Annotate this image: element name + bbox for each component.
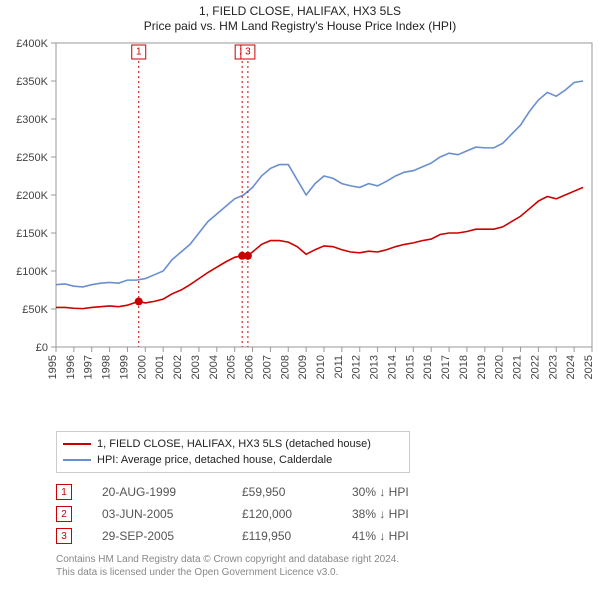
table-row: 1 20-AUG-1999 £59,950 30% ↓ HPI bbox=[56, 481, 590, 503]
svg-text:2017: 2017 bbox=[440, 355, 452, 379]
svg-text:2023: 2023 bbox=[547, 355, 559, 379]
svg-text:2002: 2002 bbox=[172, 355, 184, 379]
svg-text:1999: 1999 bbox=[118, 355, 130, 379]
svg-text:2007: 2007 bbox=[261, 355, 273, 379]
svg-text:£350K: £350K bbox=[16, 76, 48, 88]
svg-text:2013: 2013 bbox=[369, 355, 381, 379]
svg-text:2004: 2004 bbox=[208, 355, 220, 379]
tx-marker-1: 1 bbox=[56, 484, 72, 500]
svg-text:1996: 1996 bbox=[65, 355, 77, 379]
svg-text:2006: 2006 bbox=[244, 355, 256, 379]
svg-text:£300K: £300K bbox=[16, 114, 48, 126]
svg-text:2012: 2012 bbox=[351, 355, 363, 379]
svg-text:£200K: £200K bbox=[16, 190, 48, 202]
svg-text:£50K: £50K bbox=[22, 304, 48, 316]
svg-text:2000: 2000 bbox=[136, 355, 148, 379]
tx-marker-2: 2 bbox=[56, 506, 72, 522]
svg-text:£400K: £400K bbox=[16, 38, 48, 50]
legend: 1, FIELD CLOSE, HALIFAX, HX3 5LS (detach… bbox=[56, 431, 410, 473]
svg-text:2005: 2005 bbox=[226, 355, 238, 379]
svg-text:2015: 2015 bbox=[404, 355, 416, 379]
tx-date: 03-JUN-2005 bbox=[102, 507, 212, 521]
svg-text:2008: 2008 bbox=[279, 355, 291, 379]
svg-text:£150K: £150K bbox=[16, 228, 48, 240]
transaction-table: 1 20-AUG-1999 £59,950 30% ↓ HPI 2 03-JUN… bbox=[56, 481, 590, 547]
svg-text:£100K: £100K bbox=[16, 266, 48, 278]
svg-text:2021: 2021 bbox=[512, 355, 524, 379]
svg-text:2003: 2003 bbox=[190, 355, 202, 379]
tx-date: 20-AUG-1999 bbox=[102, 485, 212, 499]
chart-title: 1, FIELD CLOSE, HALIFAX, HX3 5LS bbox=[0, 4, 600, 18]
svg-text:2011: 2011 bbox=[333, 355, 345, 379]
svg-text:3: 3 bbox=[245, 47, 251, 58]
attribution: Contains HM Land Registry data © Crown c… bbox=[56, 553, 590, 579]
legend-swatch-blue bbox=[63, 459, 91, 461]
svg-text:1998: 1998 bbox=[101, 355, 113, 379]
svg-text:£250K: £250K bbox=[16, 152, 48, 164]
svg-text:£0: £0 bbox=[36, 342, 48, 354]
legend-item-blue: HPI: Average price, detached house, Cald… bbox=[63, 452, 403, 468]
attribution-line1: Contains HM Land Registry data © Crown c… bbox=[56, 553, 590, 566]
tx-delta: 38% ↓ HPI bbox=[352, 507, 409, 521]
svg-text:2001: 2001 bbox=[154, 355, 166, 379]
svg-text:2019: 2019 bbox=[476, 355, 488, 379]
legend-label-red: 1, FIELD CLOSE, HALIFAX, HX3 5LS (detach… bbox=[97, 438, 371, 450]
table-row: 3 29-SEP-2005 £119,950 41% ↓ HPI bbox=[56, 525, 590, 547]
svg-text:2010: 2010 bbox=[315, 355, 327, 379]
legend-item-red: 1, FIELD CLOSE, HALIFAX, HX3 5LS (detach… bbox=[63, 436, 403, 452]
svg-text:2018: 2018 bbox=[458, 355, 470, 379]
svg-text:1997: 1997 bbox=[83, 355, 95, 379]
chart-subtitle: Price paid vs. HM Land Registry's House … bbox=[0, 19, 600, 33]
tx-price: £119,950 bbox=[242, 529, 322, 543]
attribution-line2: This data is licensed under the Open Gov… bbox=[56, 566, 590, 579]
tx-price: £120,000 bbox=[242, 507, 322, 521]
svg-text:1: 1 bbox=[136, 47, 142, 58]
svg-text:2014: 2014 bbox=[386, 355, 398, 379]
tx-delta: 30% ↓ HPI bbox=[352, 485, 409, 499]
svg-text:2022: 2022 bbox=[529, 355, 541, 379]
svg-text:2020: 2020 bbox=[494, 355, 506, 379]
legend-label-blue: HPI: Average price, detached house, Cald… bbox=[97, 454, 332, 466]
table-row: 2 03-JUN-2005 £120,000 38% ↓ HPI bbox=[56, 503, 590, 525]
svg-text:2016: 2016 bbox=[422, 355, 434, 379]
svg-text:2009: 2009 bbox=[297, 355, 309, 379]
tx-date: 29-SEP-2005 bbox=[102, 529, 212, 543]
svg-text:2024: 2024 bbox=[565, 355, 577, 379]
chart-area: £0 £50K £100K £150K £200K £250K £300K £350K £400… bbox=[0, 37, 600, 427]
svg-text:2025: 2025 bbox=[583, 355, 595, 379]
line-chart: £0 £50K £100K £150K £200K £250K £300K £350K £400… bbox=[0, 37, 600, 399]
legend-swatch-red bbox=[63, 443, 91, 445]
tx-marker-3: 3 bbox=[56, 528, 72, 544]
tx-delta: 41% ↓ HPI bbox=[352, 529, 409, 543]
tx-price: £59,950 bbox=[242, 485, 322, 499]
svg-text:1995: 1995 bbox=[47, 355, 59, 379]
